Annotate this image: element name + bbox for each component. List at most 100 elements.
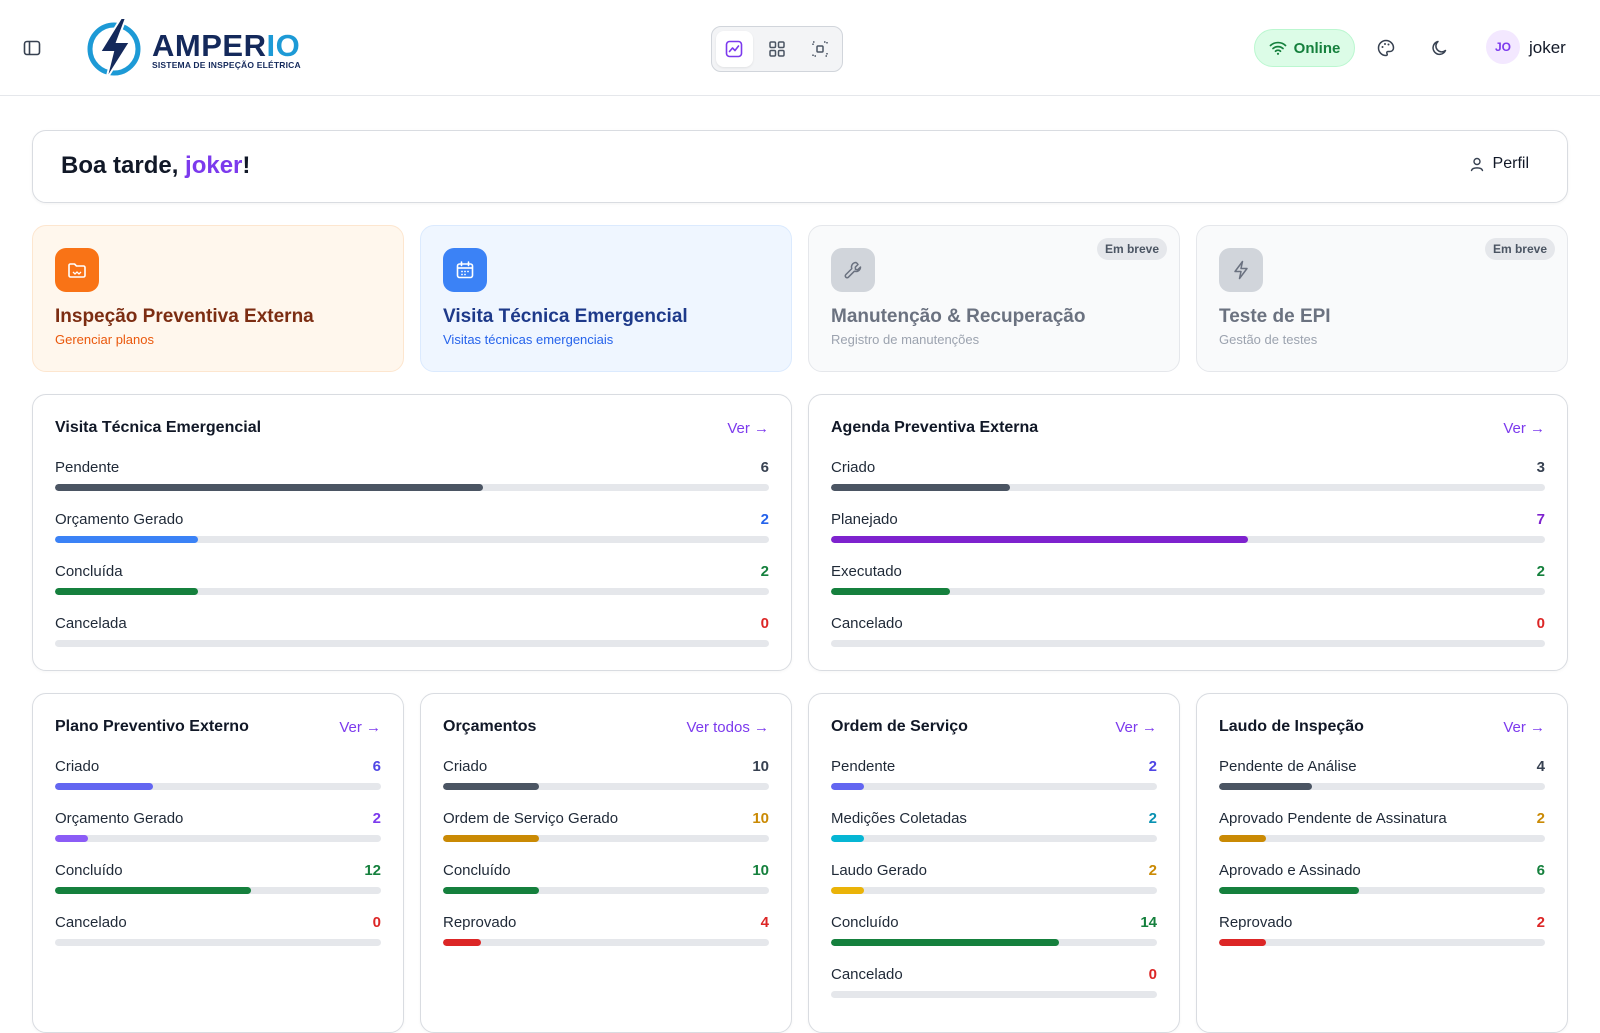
module-subtitle: Gerenciar planos: [55, 332, 154, 347]
status-count: 14: [1140, 914, 1157, 931]
status-row: Cancelada 0: [55, 615, 769, 655]
status-row: Concluído 10: [443, 862, 769, 902]
sidebar-toggle-icon[interactable]: [22, 38, 42, 58]
greeting-text: Boa tarde, joker!: [61, 152, 251, 179]
status-label: Pendente: [831, 758, 896, 775]
progress-track: [443, 939, 769, 946]
stat-card-title: Orçamentos: [443, 718, 537, 735]
status-count: 0: [1536, 615, 1545, 632]
status-row: Reprovado 4: [443, 914, 769, 954]
status-row: Laudo Gerado 2: [831, 862, 1157, 902]
progress-fill: [831, 536, 1248, 543]
status-count: 12: [364, 862, 381, 879]
status-count: 2: [1536, 563, 1545, 580]
status-label: Planejado: [831, 511, 898, 528]
view-link[interactable]: Ver →: [727, 420, 769, 437]
status-count: 7: [1536, 511, 1545, 528]
status-count: 3: [1536, 459, 1545, 476]
wifi-icon: [1269, 41, 1287, 55]
status-row: Concluída 2: [55, 563, 769, 603]
status-label: Cancelado: [831, 966, 903, 983]
progress-track: [831, 991, 1157, 998]
dashboard-mode-button[interactable]: [716, 31, 753, 67]
status-count: 6: [372, 758, 381, 775]
status-label: Aprovado Pendente de Assinatura: [1219, 810, 1447, 827]
status-count: 0: [760, 615, 769, 632]
view-link[interactable]: Ver →: [1503, 719, 1545, 736]
progress-fill: [55, 835, 88, 842]
progress-fill: [1219, 783, 1313, 790]
progress-fill: [55, 484, 484, 491]
grid-mode-button[interactable]: [759, 31, 796, 67]
status-label: Ordem de Serviço Gerado: [443, 810, 619, 827]
progress-track: [55, 887, 381, 894]
module-card-visita-tecnica[interactable]: Visita Técnica Emergencial Visitas técni…: [420, 225, 792, 372]
status-label: Executado: [831, 563, 902, 580]
view-link[interactable]: Ver →: [1503, 420, 1545, 437]
status-row: Pendente 6: [55, 459, 769, 499]
status-row: Orçamento Gerado 2: [55, 511, 769, 551]
progress-fill: [443, 887, 539, 894]
status-label: Cancelado: [831, 615, 903, 632]
theme-palette-button[interactable]: [1374, 36, 1398, 60]
status-label: Orçamento Gerado: [55, 810, 184, 827]
progress-track: [831, 887, 1157, 894]
progress-track: [55, 939, 381, 946]
profile-button[interactable]: Perfil: [1469, 155, 1529, 173]
online-status-label: Online: [1293, 39, 1341, 57]
view-link[interactable]: Ver todos →: [686, 719, 769, 736]
status-count: 2: [1536, 810, 1545, 827]
progress-fill: [443, 835, 539, 842]
module-card-manutencao: Em breve Manutenção & Recuperação Regist…: [808, 225, 1180, 372]
status-count: 2: [1148, 758, 1157, 775]
progress-fill: [831, 484, 1010, 491]
status-count: 6: [760, 459, 769, 476]
status-count: 6: [1536, 862, 1545, 879]
status-row: Planejado 7: [831, 511, 1545, 551]
module-icon-box: [1219, 248, 1263, 292]
stat-card-orcamentos: Orçamentos Ver todos → Criado 10 Ordem de Se…: [420, 693, 792, 1033]
status-count: 10: [752, 758, 769, 775]
status-label: Concluído: [443, 862, 511, 879]
module-card-inspecao-preventiva[interactable]: Inspeção Preventiva Externa Gerenciar pl…: [32, 225, 404, 372]
module-subtitle: Visitas técnicas emergenciais: [443, 332, 614, 347]
online-status-badge: Online: [1254, 29, 1355, 67]
stat-card-title: Agenda Preventiva Externa: [831, 419, 1039, 436]
stat-card-ordem-servico: Ordem de Serviço Ver → Pendente 2 Medições C…: [808, 693, 1180, 1033]
progress-track: [831, 484, 1545, 491]
progress-track: [55, 640, 769, 647]
status-count: 10: [752, 862, 769, 879]
view-link[interactable]: Ver →: [1115, 719, 1157, 736]
status-label: Laudo Gerado: [831, 862, 927, 879]
progress-track: [443, 835, 769, 842]
status-row: Criado 6: [55, 758, 381, 798]
stat-card-visita-tecnica: Visita Técnica Emergencial Ver → Pendente 6…: [32, 394, 792, 671]
status-label: Cancelada: [55, 615, 127, 632]
status-label: Reprovado: [443, 914, 517, 931]
progress-track: [831, 835, 1157, 842]
status-count: 10: [752, 810, 769, 827]
status-count: 4: [1536, 758, 1545, 775]
status-row: Pendente de Análise 4: [1219, 758, 1545, 798]
progress-track: [443, 783, 769, 790]
status-count: 2: [760, 563, 769, 580]
profile-button-label: Perfil: [1492, 155, 1529, 172]
amperio-logo[interactable]: AMPERIO SISTEMA DE INSPEÇÃO ELÉTRICA: [86, 14, 301, 84]
view-link[interactable]: Ver →: [339, 719, 381, 736]
stat-card-laudo-inspecao: Laudo de Inspeção Ver → Pendente de Anális…: [1196, 693, 1568, 1033]
module-card-teste-epi: Em breve Teste de EPI Gestão de testes: [1196, 225, 1568, 372]
top-bar: AMPERIO SISTEMA DE INSPEÇÃO ELÉTRICA Onl…: [0, 0, 1600, 96]
dark-mode-button[interactable]: [1428, 36, 1452, 60]
focus-mode-button[interactable]: [801, 31, 838, 67]
avatar[interactable]: JO: [1486, 30, 1520, 64]
status-count: 0: [1148, 966, 1157, 983]
status-label: Pendente: [55, 459, 120, 476]
progress-track: [1219, 835, 1545, 842]
calendar-icon: [456, 261, 474, 279]
status-row: Cancelado 0: [831, 966, 1157, 1006]
module-title: Visita Técnica Emergencial: [443, 306, 688, 327]
status-label: Criado: [831, 459, 876, 476]
status-label: Reprovado: [1219, 914, 1293, 931]
username-label[interactable]: joker: [1529, 38, 1566, 57]
progress-fill: [1219, 835, 1266, 842]
